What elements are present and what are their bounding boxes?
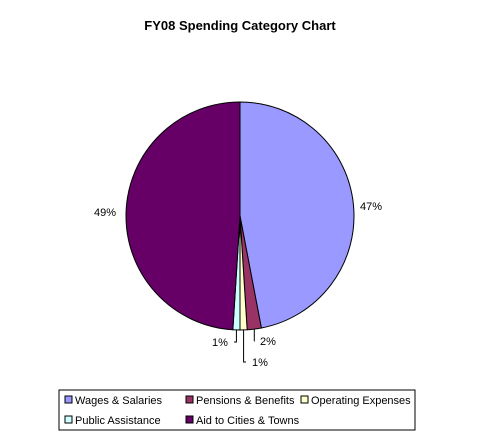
data-label: 49% bbox=[94, 207, 116, 219]
legend-label: Pensions & Benefits bbox=[196, 395, 295, 407]
legend-label: Public Assistance bbox=[75, 415, 161, 427]
leader-line bbox=[234, 329, 237, 343]
pie-slice-aid-to-cities-towns bbox=[125, 101, 241, 331]
legend-label: Aid to Cities & Towns bbox=[196, 415, 300, 427]
data-label: 47% bbox=[360, 201, 382, 213]
leader-line bbox=[243, 329, 246, 363]
legend-label: Operating Expenses bbox=[311, 395, 411, 407]
percent-labels: 47% 2% 1% 1% 49% bbox=[94, 201, 382, 369]
legend-swatch bbox=[185, 415, 194, 424]
legend-swatch bbox=[64, 415, 73, 424]
legend-swatch bbox=[185, 395, 194, 404]
data-label: 2% bbox=[260, 336, 276, 348]
legend-frame bbox=[58, 389, 416, 431]
chart-title: FY08 Spending Category Chart bbox=[144, 18, 336, 33]
legend-swatch bbox=[300, 395, 309, 404]
pie-slice-wages-salaries bbox=[239, 101, 355, 329]
label-leader-lines bbox=[234, 329, 255, 363]
legend: Wages & Salaries Pensions & Benefits Opera… bbox=[58, 389, 416, 431]
data-label: 1% bbox=[252, 357, 268, 369]
data-label: 1% bbox=[212, 337, 228, 349]
legend-swatch bbox=[64, 395, 73, 404]
pie-slices bbox=[125, 101, 355, 331]
legend-label: Wages & Salaries bbox=[75, 395, 163, 407]
